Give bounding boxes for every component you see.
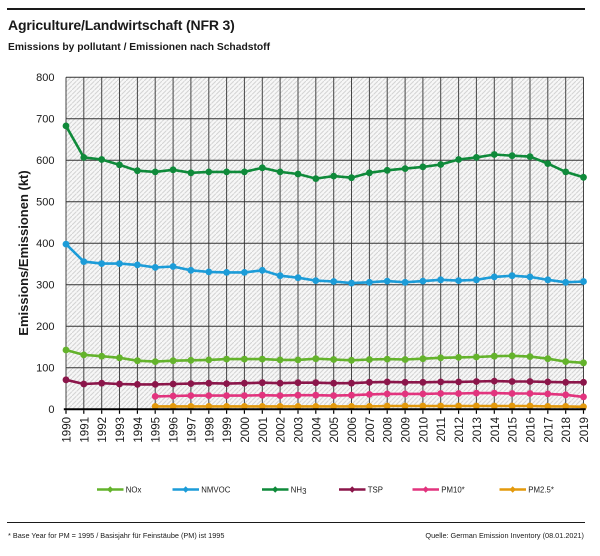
svg-text:2014: 2014 [490, 416, 502, 442]
svg-text:2018: 2018 [561, 417, 573, 443]
svg-text:1997: 1997 [186, 417, 198, 443]
svg-text:PM2.5*: PM2.5* [528, 486, 554, 495]
svg-text:1996: 1996 [169, 417, 181, 443]
svg-text:0: 0 [48, 404, 54, 416]
svg-text:300: 300 [36, 280, 54, 292]
svg-text:TSP: TSP [368, 486, 383, 495]
svg-text:1990: 1990 [62, 417, 74, 443]
svg-text:1994: 1994 [133, 416, 145, 442]
svg-text:NH3: NH3 [291, 486, 307, 496]
svg-text:500: 500 [36, 197, 54, 209]
svg-text:2000: 2000 [240, 417, 252, 443]
svg-text:2015: 2015 [508, 417, 520, 443]
svg-text:2013: 2013 [472, 417, 484, 443]
svg-text:1998: 1998 [204, 417, 216, 443]
svg-text:1991: 1991 [79, 417, 91, 443]
svg-text:2004: 2004 [311, 416, 323, 442]
svg-text:Emissions/Emissionen (kt): Emissions/Emissionen (kt) [16, 170, 31, 335]
svg-text:NOx: NOx [126, 486, 142, 495]
svg-text:1993: 1993 [115, 417, 127, 443]
svg-text:1999: 1999 [222, 417, 234, 443]
svg-text:2001: 2001 [258, 417, 270, 443]
svg-text:200: 200 [36, 321, 54, 333]
svg-text:2011: 2011 [436, 417, 448, 442]
svg-text:2003: 2003 [294, 417, 306, 443]
svg-text:2008: 2008 [383, 417, 395, 443]
svg-text:700: 700 [36, 114, 54, 126]
svg-text:2007: 2007 [365, 417, 377, 443]
svg-text:NMVOC: NMVOC [201, 486, 230, 495]
svg-text:1995: 1995 [151, 417, 163, 443]
svg-text:100: 100 [36, 363, 54, 375]
svg-text:2019: 2019 [579, 417, 591, 443]
svg-text:2005: 2005 [329, 417, 341, 443]
svg-text:2002: 2002 [276, 417, 288, 443]
svg-text:2006: 2006 [347, 417, 359, 443]
svg-text:2016: 2016 [526, 417, 538, 443]
svg-text:400: 400 [36, 238, 54, 250]
svg-text:2017: 2017 [543, 417, 555, 443]
svg-text:PM10*: PM10* [441, 486, 464, 495]
svg-text:2012: 2012 [454, 417, 466, 443]
svg-text:2009: 2009 [401, 417, 413, 443]
svg-text:600: 600 [36, 155, 54, 167]
svg-text:800: 800 [36, 72, 54, 84]
svg-text:2010: 2010 [418, 417, 430, 443]
svg-text:1992: 1992 [97, 417, 109, 443]
